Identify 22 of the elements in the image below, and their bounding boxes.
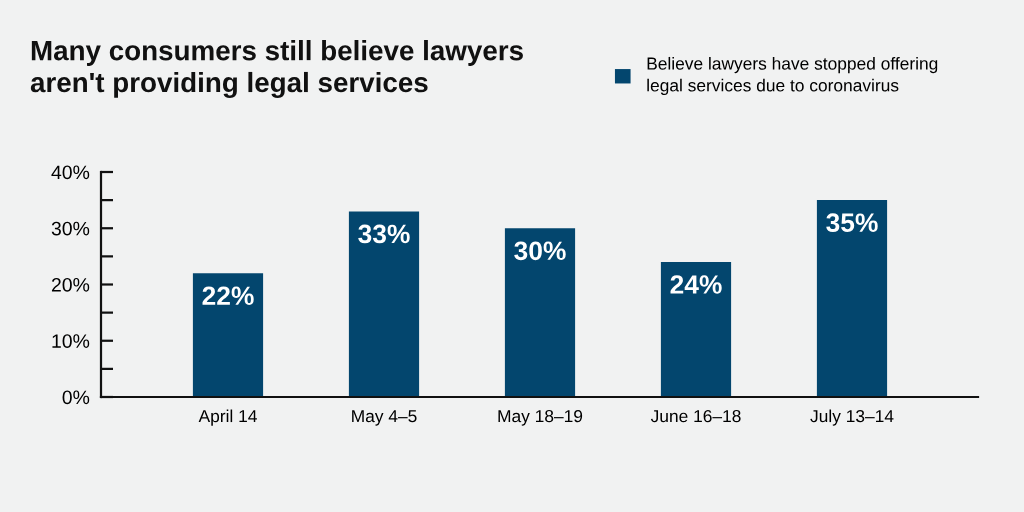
bar (348, 211, 420, 397)
bar (660, 262, 732, 397)
data-label: 22% (202, 286, 254, 306)
data-label: 33% (358, 224, 410, 244)
bar (816, 200, 888, 397)
x-tick-label: April 14 (198, 409, 257, 426)
bar (504, 228, 576, 397)
x-tick-label: May 4–5 (352, 410, 417, 426)
x-tick-label: June 16–18 (650, 409, 741, 423)
x-tick-label: July 13–14 (810, 409, 894, 426)
y-tick-label: 10% (52, 334, 90, 348)
data-label: 24% (670, 275, 722, 294)
x-tick-label: May 18–19 (498, 409, 583, 426)
legend-label: Believe lawyers have stopped offering legal services due to coronavirus (647, 56, 938, 95)
y-tick-label: 20% (51, 277, 90, 292)
y-tick-label: 40% (51, 165, 90, 180)
bar (192, 273, 264, 397)
data-label: 35% (826, 213, 878, 233)
chart-title: Many consumers still believe lawyers aren't providing legal services (30, 40, 523, 98)
y-tick-label: 30% (51, 221, 90, 236)
data-label: 30% (514, 241, 566, 261)
y-tick-label: 0% (62, 390, 90, 405)
